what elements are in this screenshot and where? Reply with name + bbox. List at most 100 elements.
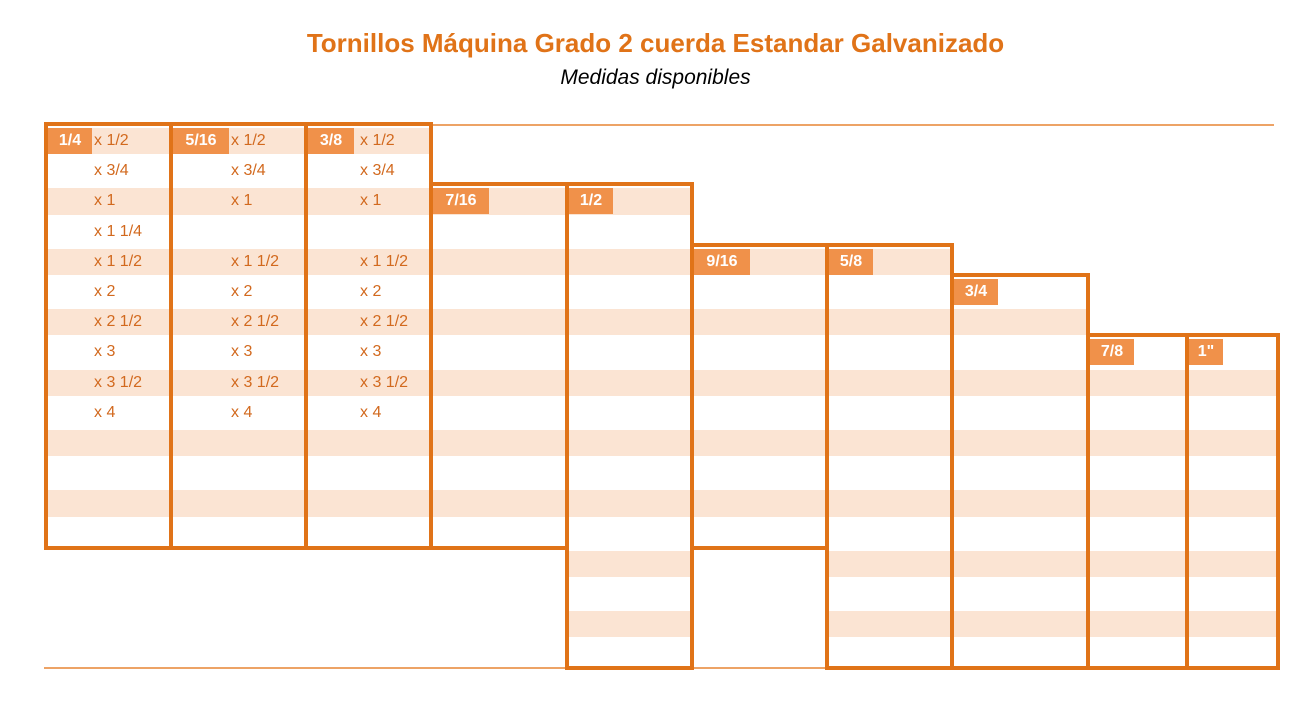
length-value: x 2 1/2 [360, 313, 409, 331]
row-stripe [954, 369, 1086, 396]
page-subtitle: Medidas disponibles [560, 66, 751, 89]
length-value: x 3/4 [360, 162, 395, 180]
diameter-tag: 5/16 [173, 128, 229, 154]
diameter-tag: 1/2 [569, 188, 613, 215]
row-stripe [694, 430, 825, 457]
row-stripe [173, 188, 304, 215]
row-stripe [1090, 550, 1185, 577]
length-value: x 4 [94, 403, 116, 421]
row-stripe [308, 490, 429, 517]
column-border [1086, 333, 1189, 670]
row-stripe [173, 248, 304, 275]
length-value: x 2 1/2 [231, 313, 280, 331]
diameter-tag: 1/4 [48, 128, 92, 154]
row-stripe [433, 248, 565, 275]
row-stripe [829, 309, 950, 336]
row-stripe [173, 309, 304, 336]
length-value: x 3/4 [94, 162, 129, 180]
column-border [690, 242, 829, 550]
row-stripe [694, 309, 825, 336]
length-value: x 1/2 [231, 132, 266, 149]
length-value: x 3 [231, 343, 253, 361]
row-stripe [173, 430, 304, 457]
length-value: x 1 [231, 192, 253, 210]
row-stripe [694, 490, 825, 517]
row-stripe [1189, 490, 1276, 517]
diameter-tag: 7/16 [433, 188, 489, 215]
length-value: x 1 1/2 [231, 252, 280, 270]
row-stripe [308, 309, 429, 336]
length-value: x 3 1/2 [231, 373, 280, 391]
row-stripe [1189, 550, 1276, 577]
row-stripe [173, 490, 304, 517]
row-stripe [48, 248, 169, 275]
row-stripe [1090, 369, 1185, 396]
row-stripe [569, 611, 690, 638]
row-stripe [569, 369, 690, 396]
row-stripe [569, 430, 690, 457]
diameter-tag: 9/16 [694, 248, 750, 275]
page-title: Tornillos Máquina Grado 2 cuerda Estanda… [306, 28, 1005, 58]
row-stripe [308, 188, 429, 215]
row-stripe [829, 611, 950, 638]
length-value: x 1/2 [94, 132, 129, 149]
length-value: x 3/4 [231, 162, 266, 180]
row-stripe [954, 430, 1086, 457]
row-stripe [954, 309, 1086, 336]
length-value: x 4 [360, 403, 382, 421]
row-stripe [954, 550, 1086, 577]
row-stripe [48, 490, 169, 517]
diameter-tag: 5/8 [829, 248, 873, 275]
row-stripe [829, 369, 950, 396]
length-value: x 3 [360, 343, 382, 361]
row-stripe [569, 248, 690, 275]
length-value: x 2 [231, 283, 253, 300]
row-stripe [48, 309, 169, 336]
length-value: x 2 [360, 283, 382, 300]
length-value: x 1 1/2 [94, 252, 143, 270]
top-rule [44, 124, 1274, 126]
diameter-tag: 3/4 [954, 279, 998, 305]
row-stripe [433, 490, 565, 517]
row-stripe [173, 369, 304, 396]
length-value: x 1 [94, 192, 116, 210]
diameter-tag: 7/8 [1090, 339, 1134, 366]
column-border [429, 182, 569, 550]
length-value: x 1/2 [360, 132, 395, 149]
column-border [950, 273, 1090, 670]
length-value: x 4 [231, 403, 253, 421]
length-value: x 1 1/2 [360, 252, 409, 270]
row-stripe [1189, 611, 1276, 638]
row-stripe [569, 309, 690, 336]
row-stripe [1090, 490, 1185, 517]
row-stripe [1090, 611, 1185, 638]
column-border [565, 182, 694, 670]
row-stripe [48, 369, 169, 396]
row-stripe [1189, 430, 1276, 457]
length-value: x 1 1/4 [94, 222, 143, 240]
row-stripe [308, 369, 429, 396]
row-stripe [829, 550, 950, 577]
row-stripe [308, 248, 429, 275]
row-stripe [569, 550, 690, 577]
column-border [825, 242, 954, 670]
length-value: x 1 [360, 192, 382, 210]
diameter-tag: 3/8 [308, 128, 354, 154]
row-stripe [829, 490, 950, 517]
diameter-tag: 1" [1189, 339, 1223, 366]
row-stripe [48, 430, 169, 457]
column-border [1185, 333, 1280, 670]
row-stripe [829, 430, 950, 457]
length-value: x 2 1/2 [94, 313, 143, 331]
row-stripe [433, 369, 565, 396]
row-stripe [48, 188, 169, 215]
row-stripe [1189, 369, 1276, 396]
row-stripe [694, 369, 825, 396]
length-value: x 3 [94, 343, 116, 361]
length-value: x 3 1/2 [94, 373, 143, 391]
row-stripe [954, 611, 1086, 638]
row-stripe [1090, 430, 1185, 457]
row-stripe [308, 430, 429, 457]
row-stripe [954, 490, 1086, 517]
